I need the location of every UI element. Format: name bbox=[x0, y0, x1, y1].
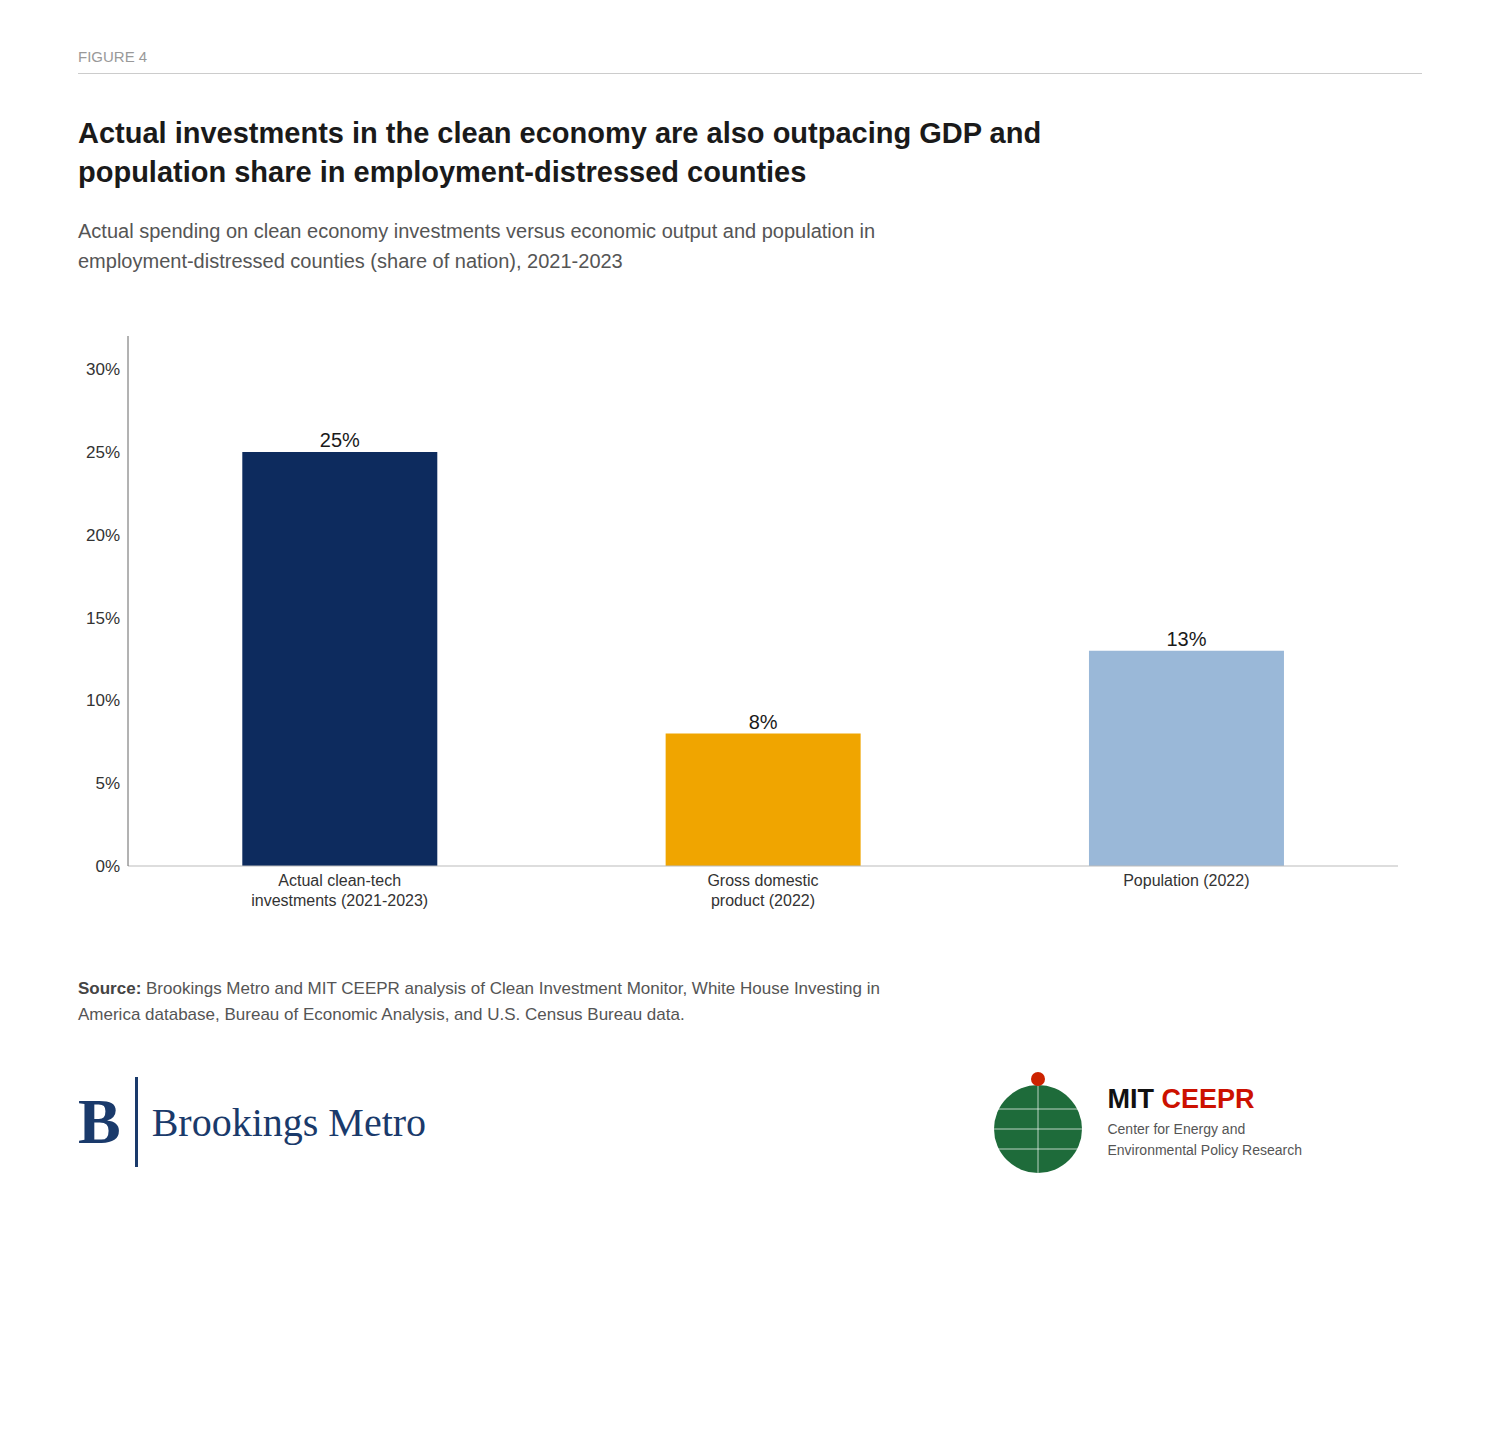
html-text:Actual spending on clean econo: Actual spending on clean economy investm… bbox=[78, 220, 876, 243]
svg-text:10%: 10% bbox=[86, 692, 120, 711]
svg-text:13%: 13% bbox=[1166, 628, 1206, 650]
svg-text:0%: 0% bbox=[95, 857, 120, 876]
html-text:Actual investments in the clea: Actual investments in the clean economy … bbox=[78, 117, 1042, 149]
html-text:B: B bbox=[78, 1086, 121, 1158]
svg-text:Population (2022): Population (2022) bbox=[1123, 872, 1249, 889]
html-text:employment-distressed counties: employment-distressed counties (share of… bbox=[78, 250, 623, 273]
svg-text:8%: 8% bbox=[749, 711, 778, 733]
html-text:population share in employment: population share in employment-distresse… bbox=[78, 156, 807, 189]
svg-text:25%: 25% bbox=[86, 443, 120, 462]
html-text:Environmental Policy Research: Environmental Policy Research bbox=[1107, 1141, 1302, 1158]
svg-text:Actual clean-techinvestments (: Actual clean-techinvestments (2021-2023) bbox=[251, 872, 428, 909]
html-text:MIT CEEPR: MIT CEEPR bbox=[1107, 1083, 1255, 1114]
html-text:Source: Brookings Metro and MI: Source: Brookings Metro and MIT CEEPR an… bbox=[78, 979, 880, 999]
html-text:Brookings Metro: Brookings Metro bbox=[151, 1099, 427, 1145]
svg-text:15%: 15% bbox=[86, 609, 120, 628]
svg-text:30%: 30% bbox=[86, 360, 120, 379]
svg-text:Gross domesticproduct (2022): Gross domesticproduct (2022) bbox=[707, 872, 818, 909]
svg-text:5%: 5% bbox=[95, 775, 120, 794]
html-text:Center for Energy and: Center for Energy and bbox=[1107, 1120, 1246, 1137]
html-text:FIGURE 4: FIGURE 4 bbox=[78, 48, 148, 65]
html-text:America database, Bureau of Ec: America database, Bureau of Economic Ana… bbox=[78, 1004, 685, 1024]
svg-text:20%: 20% bbox=[86, 526, 120, 545]
svg-text:25%: 25% bbox=[320, 429, 360, 451]
